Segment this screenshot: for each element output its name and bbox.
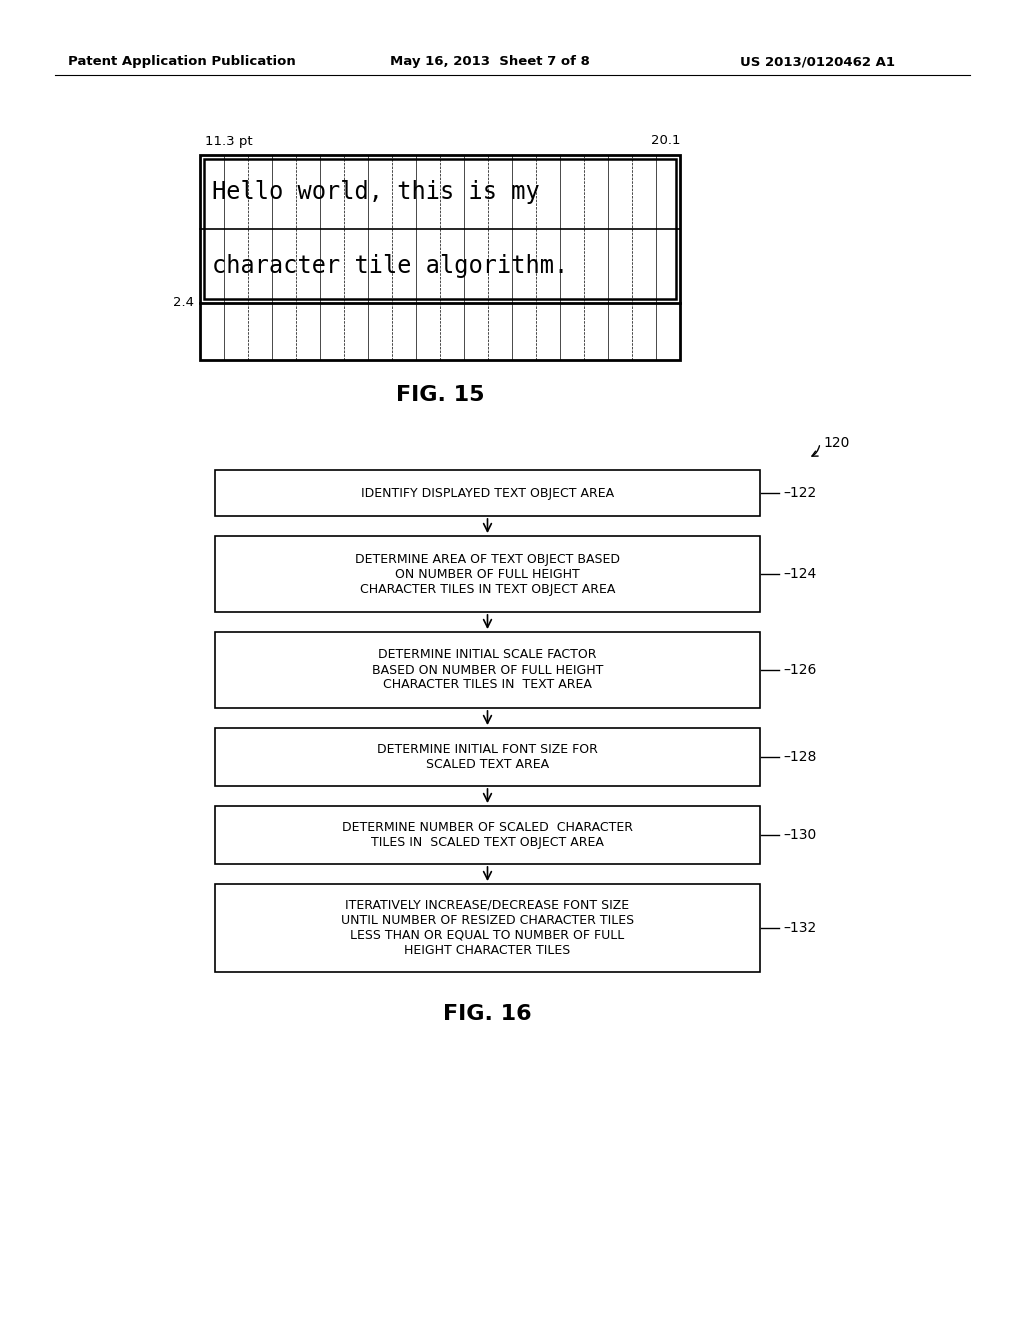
Text: UNTIL NUMBER OF RESIZED CHARACTER TILES: UNTIL NUMBER OF RESIZED CHARACTER TILES bbox=[341, 913, 634, 927]
Text: CHARACTER TILES IN TEXT OBJECT AREA: CHARACTER TILES IN TEXT OBJECT AREA bbox=[359, 582, 615, 595]
Bar bbox=[215, 807, 760, 865]
Text: –128: –128 bbox=[783, 750, 816, 764]
Bar bbox=[215, 536, 760, 612]
Text: ON NUMBER OF FULL HEIGHT: ON NUMBER OF FULL HEIGHT bbox=[395, 568, 580, 581]
Text: 20.1: 20.1 bbox=[650, 135, 680, 148]
Text: Patent Application Publication: Patent Application Publication bbox=[68, 55, 296, 69]
Text: ITERATIVELY INCREASE/DECREASE FONT SIZE: ITERATIVELY INCREASE/DECREASE FONT SIZE bbox=[345, 899, 630, 912]
Text: FIG. 15: FIG. 15 bbox=[395, 385, 484, 405]
Text: DETERMINE AREA OF TEXT OBJECT BASED: DETERMINE AREA OF TEXT OBJECT BASED bbox=[355, 553, 620, 565]
Text: HEIGHT CHARACTER TILES: HEIGHT CHARACTER TILES bbox=[404, 944, 570, 957]
Bar bbox=[215, 729, 760, 785]
Text: BASED ON NUMBER OF FULL HEIGHT: BASED ON NUMBER OF FULL HEIGHT bbox=[372, 664, 603, 676]
Text: –132: –132 bbox=[783, 921, 816, 935]
Text: DETERMINE INITIAL SCALE FACTOR: DETERMINE INITIAL SCALE FACTOR bbox=[378, 648, 597, 661]
Bar bbox=[200, 154, 680, 360]
Text: IDENTIFY DISPLAYED TEXT OBJECT AREA: IDENTIFY DISPLAYED TEXT OBJECT AREA bbox=[360, 487, 614, 499]
Text: FIG. 16: FIG. 16 bbox=[443, 1005, 531, 1024]
Text: CHARACTER TILES IN  TEXT AREA: CHARACTER TILES IN TEXT AREA bbox=[383, 678, 592, 692]
Text: Hello world, this is my: Hello world, this is my bbox=[212, 180, 540, 205]
Text: May 16, 2013  Sheet 7 of 8: May 16, 2013 Sheet 7 of 8 bbox=[390, 55, 590, 69]
Text: TILES IN  SCALED TEXT OBJECT AREA: TILES IN SCALED TEXT OBJECT AREA bbox=[371, 836, 604, 849]
Text: –126: –126 bbox=[783, 663, 816, 677]
Text: –130: –130 bbox=[783, 828, 816, 842]
Text: DETERMINE NUMBER OF SCALED  CHARACTER: DETERMINE NUMBER OF SCALED CHARACTER bbox=[342, 821, 633, 834]
Text: –122: –122 bbox=[783, 486, 816, 500]
Text: 2.4: 2.4 bbox=[173, 297, 194, 309]
Text: character tile algorithm.: character tile algorithm. bbox=[212, 253, 568, 279]
Bar bbox=[215, 470, 760, 516]
Bar bbox=[215, 632, 760, 708]
Bar bbox=[204, 158, 676, 300]
Bar bbox=[215, 884, 760, 972]
Text: DETERMINE INITIAL FONT SIZE FOR: DETERMINE INITIAL FONT SIZE FOR bbox=[377, 743, 598, 756]
Text: 120: 120 bbox=[823, 436, 849, 450]
Text: 11.3 pt: 11.3 pt bbox=[205, 135, 253, 148]
Text: LESS THAN OR EQUAL TO NUMBER OF FULL: LESS THAN OR EQUAL TO NUMBER OF FULL bbox=[350, 929, 625, 942]
Text: US 2013/0120462 A1: US 2013/0120462 A1 bbox=[740, 55, 895, 69]
Text: SCALED TEXT AREA: SCALED TEXT AREA bbox=[426, 758, 549, 771]
Text: –124: –124 bbox=[783, 568, 816, 581]
